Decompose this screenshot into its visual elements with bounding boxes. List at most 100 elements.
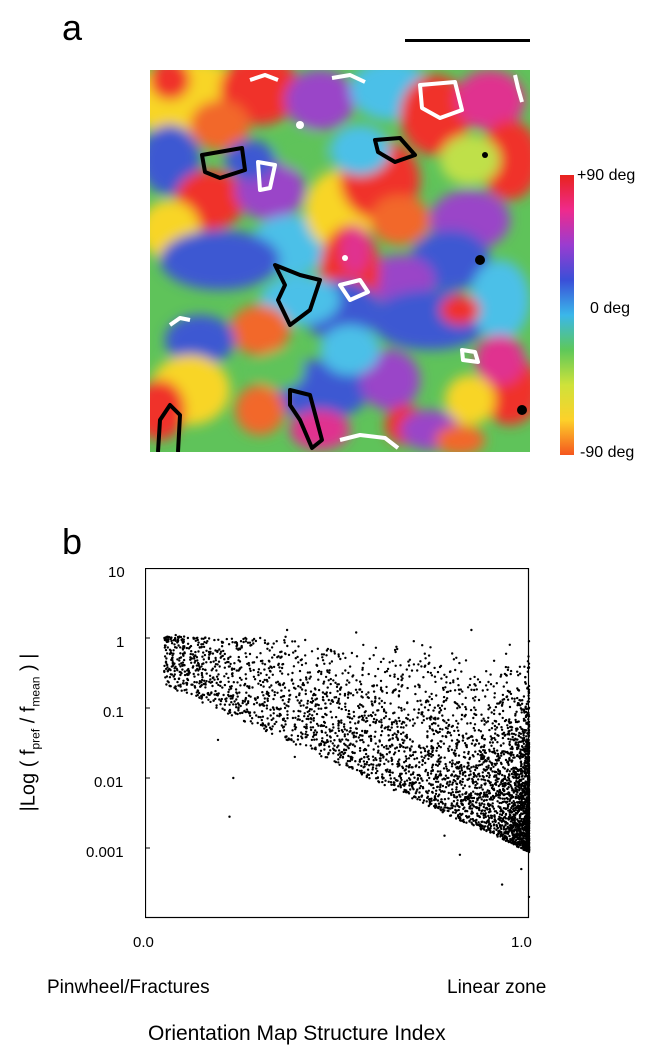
scatter-point	[493, 819, 497, 823]
scatter-point	[264, 725, 268, 728]
scatter-point	[516, 720, 519, 724]
scatter-point	[521, 812, 524, 815]
scatter-point	[299, 704, 302, 707]
scatter-point	[303, 712, 306, 715]
scatter-point	[276, 691, 279, 694]
scatter-point	[514, 738, 518, 741]
scatter-point	[403, 739, 406, 742]
scatter-point	[527, 733, 530, 736]
scatter-point	[429, 752, 433, 756]
scatter-point	[340, 719, 343, 722]
scatter-point	[331, 699, 334, 702]
scatter-point	[502, 793, 506, 797]
scatter-point	[459, 800, 463, 803]
scatter-point	[487, 708, 490, 711]
scatter-point	[439, 783, 442, 786]
scatter-point	[478, 808, 481, 812]
scatter-point	[509, 797, 512, 800]
scatter-point	[267, 694, 271, 698]
scatter-point	[511, 842, 514, 845]
scatter-point	[315, 697, 319, 700]
scatter-point	[424, 770, 427, 773]
scatter-point	[499, 744, 503, 747]
scatter-point	[409, 773, 413, 776]
scatter-point	[183, 689, 186, 692]
scatter-point	[387, 739, 391, 742]
scatter-point	[482, 768, 485, 771]
scatter-point	[455, 747, 458, 750]
scatter-point	[213, 638, 216, 642]
scatter-point	[368, 657, 371, 660]
scatter-point	[494, 705, 498, 709]
scatter-point	[186, 672, 189, 675]
scatter-point	[240, 678, 243, 681]
scatter-point	[406, 791, 410, 794]
scatter-point	[451, 762, 454, 765]
scatter-point	[411, 797, 414, 800]
scatter-point	[508, 705, 512, 709]
scatter-point	[323, 721, 327, 724]
scatter-point	[439, 740, 442, 743]
scatter-point	[263, 697, 266, 700]
scatter-point	[503, 767, 506, 770]
scatter-point	[187, 647, 191, 650]
scatter-point	[378, 702, 381, 705]
scatter-point	[443, 798, 447, 801]
scatter-point	[417, 796, 421, 799]
scatter-point	[259, 636, 262, 640]
scatter-point	[481, 753, 484, 756]
scatter-point	[441, 686, 445, 690]
scatter-point	[480, 784, 483, 787]
scatter-point	[271, 656, 274, 659]
scatter-point	[337, 761, 340, 764]
scatter-point	[519, 704, 522, 707]
scatter-point	[212, 676, 215, 679]
scatter-point	[393, 648, 397, 652]
scatter-point	[434, 773, 438, 776]
scatter-point	[492, 712, 496, 716]
scatter-point	[497, 777, 500, 780]
scatter-point	[324, 706, 327, 710]
scatter-point	[519, 757, 522, 760]
scatter-point	[338, 756, 342, 759]
scatter-point	[333, 650, 336, 653]
scatter-point	[179, 685, 182, 688]
scatter-point	[501, 736, 505, 740]
scatter-point	[200, 678, 204, 682]
scatter-point	[248, 667, 252, 670]
scatter-point	[479, 804, 482, 807]
scatter-point	[314, 729, 317, 732]
scatter-point	[375, 767, 378, 770]
scatter-point	[238, 712, 242, 715]
scatter-point	[286, 713, 289, 716]
scatter-point	[522, 742, 526, 745]
scatter-point	[455, 782, 459, 786]
scatter-point	[523, 825, 526, 829]
scatter-point	[476, 782, 479, 785]
scatter-point	[321, 691, 325, 694]
scatter-point	[468, 683, 471, 687]
scatter-point	[478, 680, 482, 684]
scatter-point	[417, 773, 421, 777]
map-color-patch	[275, 130, 325, 170]
scatter-point	[259, 683, 263, 687]
scatter-point	[437, 754, 441, 757]
scatter-point	[320, 739, 324, 743]
scatter-point	[358, 747, 362, 750]
scatter-point	[265, 678, 268, 682]
scatter-point	[504, 817, 508, 820]
scatter-point	[466, 798, 470, 801]
scatter-point	[525, 787, 528, 790]
scatter-point	[324, 731, 327, 734]
scatter-point	[517, 755, 521, 758]
scatter-point	[267, 659, 271, 662]
scatter-point	[219, 656, 222, 659]
scatter-point	[516, 727, 519, 730]
scatter-point	[338, 693, 342, 696]
scatter-point	[378, 720, 381, 723]
scatter-point	[263, 678, 266, 682]
scatter-point	[522, 717, 526, 721]
scatter-point	[323, 748, 326, 751]
scatter-point	[421, 644, 424, 647]
scatter-point	[516, 837, 520, 841]
